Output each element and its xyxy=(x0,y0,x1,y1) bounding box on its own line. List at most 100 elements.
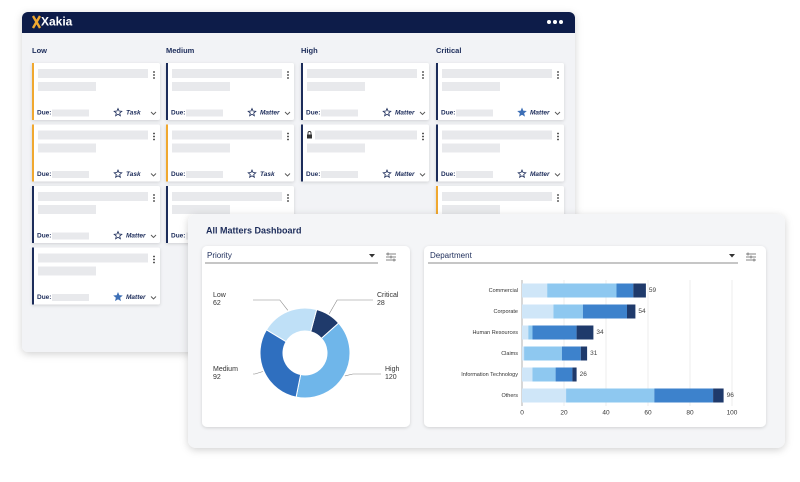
bar-segment xyxy=(561,346,581,361)
dot xyxy=(422,138,424,141)
card[interactable]: Due: Matter xyxy=(301,63,429,120)
bar-segment xyxy=(576,325,594,340)
dot xyxy=(287,74,289,76)
star-icon[interactable] xyxy=(113,168,123,179)
card-menu[interactable] xyxy=(153,132,155,141)
dot xyxy=(287,197,289,199)
dot xyxy=(287,194,289,196)
star-icon[interactable] xyxy=(247,168,257,179)
card-menu[interactable] xyxy=(153,194,155,202)
slice-label: High xyxy=(385,366,400,373)
bar-segment xyxy=(713,388,724,403)
placeholder xyxy=(442,192,552,201)
card[interactable]: Due: Matter xyxy=(436,63,564,120)
due-placeholder xyxy=(456,171,493,178)
menu-dots[interactable] xyxy=(547,20,563,24)
total-label: 59 xyxy=(649,287,657,294)
dropdown-arrow[interactable] xyxy=(369,254,375,258)
card-menu[interactable] xyxy=(287,194,289,202)
card[interactable]: Due: Task xyxy=(32,63,160,120)
app-header xyxy=(22,12,575,33)
tag-label: Task xyxy=(126,110,141,117)
leader-line xyxy=(253,371,263,375)
card-menu[interactable] xyxy=(153,71,155,79)
chevron[interactable] xyxy=(554,111,561,116)
filter-label[interactable]: Department xyxy=(430,251,473,260)
due-placeholder xyxy=(456,109,493,117)
card-accent xyxy=(32,124,34,182)
filter-label[interactable]: Priority xyxy=(207,251,232,260)
dropdown-arrow[interactable] xyxy=(729,254,735,258)
chevron[interactable] xyxy=(284,111,291,116)
card-accent xyxy=(301,124,303,182)
card[interactable]: Due: Matter xyxy=(301,124,429,182)
card-accent xyxy=(32,186,34,243)
chevron[interactable] xyxy=(554,173,561,177)
y-tick-label: Corporate xyxy=(494,309,518,315)
card-menu[interactable] xyxy=(422,132,424,141)
star-icon[interactable] xyxy=(113,230,123,240)
star-icon[interactable] xyxy=(382,168,392,179)
dot xyxy=(153,138,155,141)
card-accent xyxy=(436,63,438,120)
star-icon[interactable] xyxy=(113,291,123,302)
column-title: Low xyxy=(32,46,47,55)
settings-icon[interactable] xyxy=(386,252,396,262)
card[interactable]: Due: Task xyxy=(166,124,294,182)
star-icon[interactable] xyxy=(517,168,527,179)
card-menu[interactable] xyxy=(557,71,559,79)
bar-segment xyxy=(633,283,646,298)
column-title: Critical xyxy=(436,46,461,55)
priority-card xyxy=(202,246,410,427)
card[interactable]: Due: Task xyxy=(32,124,160,182)
card-accent xyxy=(32,247,34,305)
card-menu[interactable] xyxy=(287,132,289,141)
due-label: Due: xyxy=(37,233,51,240)
dot xyxy=(557,194,559,196)
chevron[interactable] xyxy=(150,296,157,300)
star-icon[interactable] xyxy=(247,107,257,117)
placeholder xyxy=(38,82,96,91)
placeholder xyxy=(442,143,500,153)
star-icon[interactable] xyxy=(382,107,392,117)
chevron[interactable] xyxy=(150,111,157,116)
bar-segment xyxy=(532,367,556,382)
card[interactable]: Due: Matter xyxy=(32,186,160,243)
star-icon[interactable] xyxy=(113,107,123,117)
placeholder xyxy=(307,143,365,153)
card[interactable]: Due: Matter xyxy=(166,63,294,120)
card-menu[interactable] xyxy=(422,71,424,79)
card-accent xyxy=(166,186,168,243)
placeholder xyxy=(38,69,148,78)
placeholder xyxy=(38,130,148,140)
bar-segment xyxy=(555,367,573,382)
chevron[interactable] xyxy=(284,173,291,177)
dashboard-title: All Matters Dashboard xyxy=(206,225,302,235)
card[interactable]: Due: Matter xyxy=(32,247,160,305)
chevron[interactable] xyxy=(150,234,157,239)
bar-segment xyxy=(522,367,533,382)
chevron[interactable] xyxy=(419,111,426,116)
card-menu[interactable] xyxy=(287,71,289,79)
chevron[interactable] xyxy=(150,173,157,177)
star-icon[interactable] xyxy=(517,107,527,117)
card-menu[interactable] xyxy=(557,194,559,202)
dot xyxy=(153,135,155,138)
dot xyxy=(153,194,155,196)
placeholder xyxy=(172,205,230,214)
placeholder xyxy=(38,205,96,214)
settings-icon[interactable] xyxy=(746,252,756,262)
card-menu[interactable] xyxy=(557,132,559,141)
placeholder xyxy=(38,143,96,153)
leader-line xyxy=(328,299,373,315)
placeholder xyxy=(38,192,148,201)
dot xyxy=(422,132,424,135)
chevron[interactable] xyxy=(419,173,426,177)
dot xyxy=(153,77,155,79)
dot xyxy=(287,71,289,73)
card[interactable]: Due: Matter xyxy=(436,124,564,182)
x-tick-label: 40 xyxy=(602,410,610,417)
card-menu[interactable] xyxy=(153,255,155,264)
tag-label: Matter xyxy=(126,233,146,240)
